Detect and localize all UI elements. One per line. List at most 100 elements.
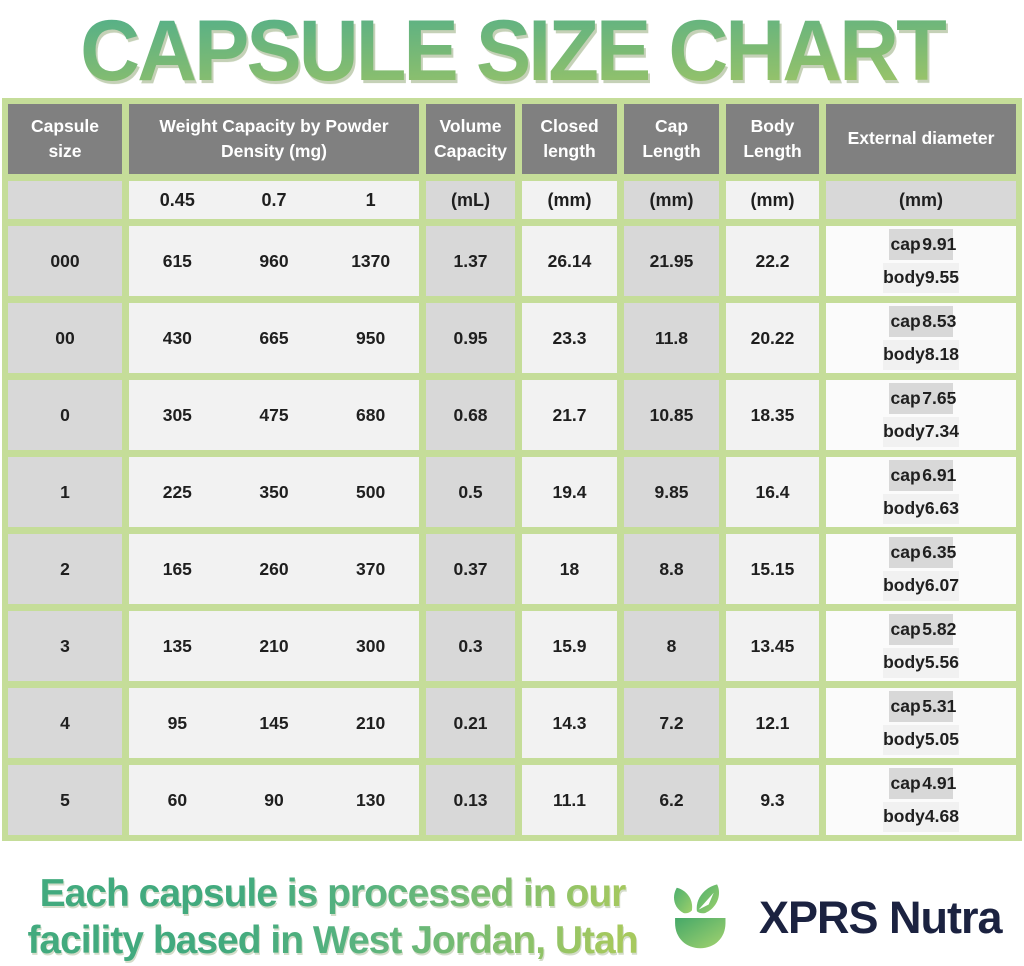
- cap-length-value: 7.2: [624, 688, 719, 758]
- external-body-value: 9.55: [924, 267, 959, 288]
- external-body-row: body 8.18: [883, 339, 959, 370]
- external-diameter-cell: cap 5.31 body 5.05: [826, 688, 1016, 758]
- cap-length-value: 8.8: [624, 534, 719, 604]
- header-capsule-size: Capsule size: [8, 104, 122, 174]
- cap-length-value: 11.8: [624, 303, 719, 373]
- footer-line1: Each capsule is processed in our: [39, 872, 626, 915]
- closed-length-value: 21.7: [522, 380, 617, 450]
- external-cap-value: 8.53: [922, 310, 957, 331]
- header-body-length: Body Length: [726, 104, 819, 174]
- external-cap-row: cap 4.91: [888, 768, 956, 799]
- capsule-size-value: 1: [8, 457, 122, 527]
- body-length-value: 18.35: [726, 380, 819, 450]
- weight-at-1: 130: [356, 789, 386, 810]
- external-body-value: 8.18: [924, 344, 959, 365]
- external-cap-row: cap 6.91: [888, 460, 957, 491]
- cap-length-value: 8: [624, 611, 719, 681]
- volume-capacity-value: 0.68: [426, 380, 515, 450]
- weight-at-1: 300: [356, 635, 386, 656]
- weight-capacity-values: 135 210 300: [129, 611, 419, 681]
- external-cap-row: cap 5.31: [888, 691, 956, 722]
- volume-capacity-value: 0.3: [426, 611, 515, 681]
- weight-at-07: 960: [259, 250, 289, 271]
- weight-capacity-values: 430 665 950: [129, 303, 419, 373]
- capsule-size-value: 000: [8, 226, 122, 296]
- external-cap-value: 9.91: [922, 233, 957, 254]
- header-volume-capacity: Volume Capacity: [426, 104, 515, 174]
- brand-name: XPRS Nutra: [759, 891, 1003, 943]
- closed-length-value: 14.3: [522, 688, 617, 758]
- body-length-value: 20.22: [726, 303, 819, 373]
- external-cap-label: cap: [890, 233, 921, 254]
- external-cap-label: cap: [890, 387, 921, 408]
- page-title: CAPSULE SIZE CHART: [0, 0, 1024, 100]
- units-capsule-size-empty: [8, 181, 122, 219]
- cap-length-value: 21.95: [624, 226, 719, 296]
- external-cap-value: 7.65: [922, 387, 957, 408]
- volume-capacity-value: 0.13: [426, 765, 515, 835]
- weight-at-07: 90: [264, 789, 284, 810]
- weight-capacity-values: 165 260 370: [129, 534, 419, 604]
- header-weight-capacity: Weight Capacity by Powder Density (mg): [129, 104, 419, 174]
- weight-at-1: 1370: [351, 250, 391, 271]
- external-body-row: body 6.07: [883, 570, 959, 601]
- units-cap: (mm): [624, 181, 719, 219]
- external-body-row: body 5.56: [883, 647, 959, 678]
- weight-at-045: 95: [167, 712, 188, 733]
- external-body-label: body: [883, 806, 925, 827]
- external-body-label: body: [883, 652, 925, 673]
- footer-line2: facility based in West Jordan, Utah: [27, 918, 638, 962]
- body-length-value: 13.45: [726, 611, 819, 681]
- weight-at-045: 60: [167, 789, 188, 810]
- external-cap-value: 6.35: [922, 541, 957, 562]
- weight-at-07: 350: [259, 481, 289, 502]
- weight-capacity-values: 95 145 210: [129, 688, 419, 758]
- units-external: (mm): [826, 181, 1016, 219]
- external-cap-value: 5.82: [922, 618, 957, 639]
- header-cap-length: Cap Length: [624, 104, 719, 174]
- external-cap-value: 6.91: [922, 464, 957, 485]
- units-body: (mm): [726, 181, 819, 219]
- closed-length-value: 18: [522, 534, 617, 604]
- cap-length-value: 10.85: [624, 380, 719, 450]
- volume-capacity-value: 0.21: [426, 688, 515, 758]
- table-row: 0 305 475 680 0.68 21.7 10.85 18.35 cap …: [8, 380, 1016, 450]
- weight-at-045: 135: [162, 635, 192, 656]
- weight-at-1: 500: [356, 481, 386, 502]
- external-body-label: body: [883, 421, 925, 442]
- closed-length-value: 11.1: [522, 765, 617, 835]
- table-row: 000 615 960 1370 1.37 26.14 21.95 22.2 c…: [8, 226, 1016, 296]
- header-external-diameter: External diameter: [826, 104, 1016, 174]
- external-body-value: 4.68: [924, 806, 959, 827]
- weight-at-07: 210: [259, 635, 289, 656]
- external-cap-label: cap: [890, 310, 921, 331]
- volume-capacity-value: 0.5: [426, 457, 515, 527]
- density-1: 1: [365, 189, 376, 210]
- weight-capacity-values: 60 90 130: [129, 765, 419, 835]
- closed-length-value: 19.4: [522, 457, 617, 527]
- external-diameter-cell: cap 6.35 body 6.07: [826, 534, 1016, 604]
- units-closed: (mm): [522, 181, 617, 219]
- table-row: 1 225 350 500 0.5 19.4 9.85 16.4 cap 6.9…: [8, 457, 1016, 527]
- external-diameter-cell: cap 7.65 body 7.34: [826, 380, 1016, 450]
- external-body-label: body: [883, 575, 925, 596]
- external-body-value: 6.07: [924, 575, 959, 596]
- units-volume: (mL): [426, 181, 515, 219]
- body-length-value: 9.3: [726, 765, 819, 835]
- table-header-row: Capsule size Weight Capacity by Powder D…: [8, 104, 1016, 174]
- table-row: 5 60 90 130 0.13 11.1 6.2 9.3 cap 4.91 b…: [8, 765, 1016, 835]
- weight-at-045: 615: [162, 250, 192, 271]
- external-body-value: 5.05: [924, 729, 959, 750]
- closed-length-value: 15.9: [522, 611, 617, 681]
- external-cap-row: cap 8.53: [888, 306, 957, 337]
- weight-at-07: 475: [259, 404, 289, 425]
- closed-length-value: 23.3: [522, 303, 617, 373]
- external-cap-row: cap 7.65: [888, 383, 957, 414]
- mortar-leaf-icon: [674, 884, 726, 949]
- capsule-size-value: 0: [8, 380, 122, 450]
- weight-capacity-values: 305 475 680: [129, 380, 419, 450]
- body-length-value: 16.4: [726, 457, 819, 527]
- weight-at-1: 680: [356, 404, 386, 425]
- capsule-size-value: 4: [8, 688, 122, 758]
